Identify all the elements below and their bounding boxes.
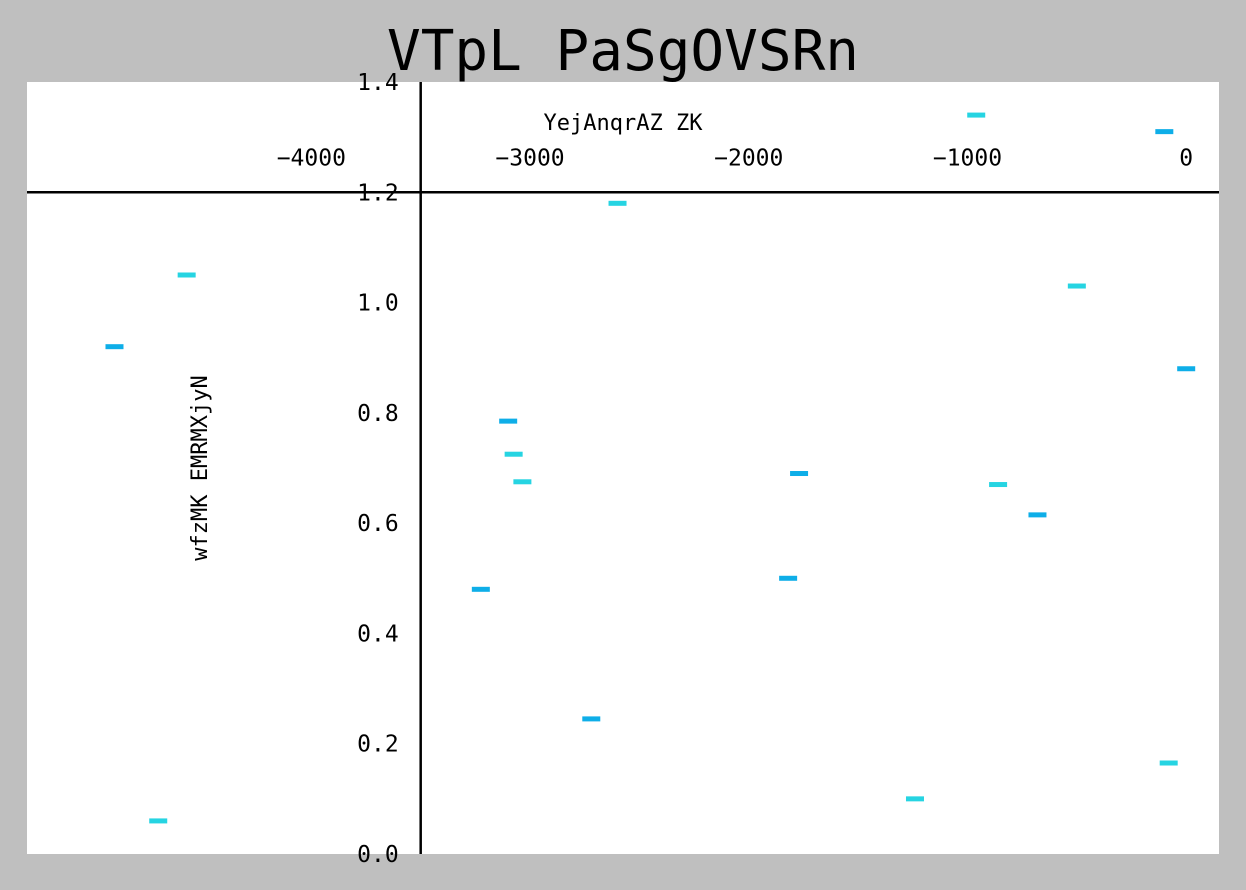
y-tick-labels: 0.00.20.40.60.81.01.21.4 bbox=[357, 70, 399, 868]
data-point-series-2 bbox=[504, 451, 523, 457]
data-point-series-1 bbox=[582, 716, 601, 722]
x-tick-labels: −4000 −3000 −2000 −1000 0 bbox=[277, 145, 1193, 171]
y-tick-label: 0.0 bbox=[357, 842, 399, 868]
x-tick-label: −3000 bbox=[495, 145, 564, 171]
data-point-series-2 bbox=[513, 479, 532, 485]
data-point-series-1 bbox=[779, 575, 798, 581]
y-tick-label: 0.2 bbox=[357, 732, 399, 758]
x-tick-label: −1000 bbox=[933, 145, 1002, 171]
data-point-series-2 bbox=[149, 818, 168, 824]
legend-title: YejAnqrAZ ZK bbox=[544, 111, 704, 136]
legend: YejAnqrAZ ZK bbox=[544, 111, 704, 136]
data-points bbox=[105, 112, 1196, 824]
y-tick-label: 0.8 bbox=[357, 401, 399, 427]
y-axis-label: wfzMK EMRMXjyN bbox=[188, 375, 213, 560]
y-tick-label: 0.6 bbox=[357, 511, 399, 537]
data-point-series-1 bbox=[1028, 512, 1047, 518]
data-point-series-1 bbox=[105, 344, 124, 350]
data-point-series-2 bbox=[1159, 760, 1178, 766]
x-tick-label: −2000 bbox=[714, 145, 783, 171]
x-tick-label: −4000 bbox=[277, 145, 346, 171]
y-tick-label: 1.4 bbox=[357, 70, 399, 96]
data-point-series-2 bbox=[967, 112, 986, 118]
data-point-series-2 bbox=[905, 796, 924, 802]
data-point-series-1 bbox=[1177, 366, 1196, 372]
data-point-series-2 bbox=[608, 200, 627, 206]
data-point-series-1 bbox=[499, 418, 518, 424]
data-point-series-1 bbox=[790, 471, 809, 477]
data-point-series-1 bbox=[1155, 129, 1174, 135]
data-point-series-2 bbox=[1067, 283, 1086, 289]
plot-area bbox=[27, 82, 1219, 854]
data-point-series-1 bbox=[471, 586, 490, 592]
chart-title: VTpL PaSgOVSRn bbox=[387, 19, 859, 84]
y-tick-label: 0.4 bbox=[357, 621, 399, 647]
data-point-series-2 bbox=[177, 272, 196, 278]
x-tick-label: 0 bbox=[1179, 145, 1193, 171]
y-tick-label: 1.0 bbox=[357, 291, 399, 317]
data-point-series-2 bbox=[989, 482, 1008, 488]
